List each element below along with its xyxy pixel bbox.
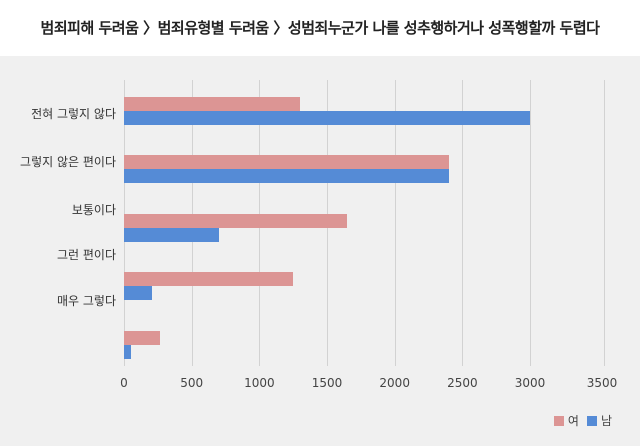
category-label: 보통이다	[71, 203, 116, 217]
x-tick: 2000	[379, 376, 410, 390]
gridline	[462, 80, 464, 366]
gridline	[530, 80, 531, 366]
bar-female	[124, 214, 348, 228]
plot-area	[124, 80, 605, 366]
x-tick: 500	[180, 376, 204, 390]
category-label: 매우 그렇다	[56, 294, 116, 308]
x-tick: 1500	[311, 376, 343, 390]
gridline	[394, 80, 396, 366]
gridline	[604, 80, 605, 366]
category-label: 전혀 그렇지 않다	[31, 107, 116, 121]
bar-female	[124, 155, 449, 169]
x-tick: 3500	[586, 376, 618, 390]
x-tick: 1000	[244, 376, 275, 390]
category-label: 그렇지 않은 편이다	[20, 155, 116, 169]
bar-female	[124, 272, 294, 286]
bar-male	[124, 345, 131, 359]
chart-area: 전혀 그렇지 않다 그렇지 않은 편이다 보통이다 그런 편이다 매우 그렇다 …	[0, 56, 640, 446]
x-tick: 3000	[514, 376, 546, 390]
category-label: 그런 편이다	[56, 248, 116, 262]
x-tick: 2500	[447, 376, 478, 390]
legend: 여 남	[546, 412, 612, 429]
bar-female	[124, 97, 300, 111]
legend-swatch-female	[553, 415, 564, 426]
bar-male	[124, 286, 152, 300]
bar-female	[124, 331, 160, 345]
x-tick: 0	[120, 376, 128, 390]
legend-label-female: 여	[567, 414, 579, 428]
legend-swatch-male	[586, 415, 597, 426]
bar-male	[124, 169, 449, 183]
bar-male	[124, 228, 219, 242]
legend-label-male: 남	[600, 414, 612, 428]
bar-male	[124, 111, 530, 125]
chart-title: 범죄피해 두려움 〉범죄유형별 두려움 〉성범죄누군가 나를 성추행하거나 성폭…	[40, 19, 600, 37]
